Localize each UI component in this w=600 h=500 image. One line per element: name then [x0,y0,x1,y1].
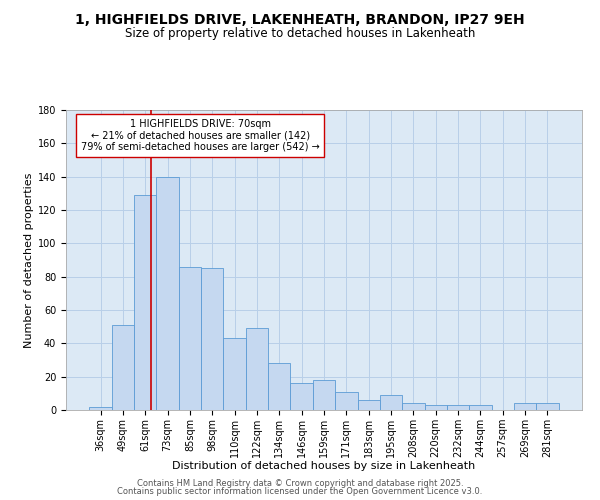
Bar [246,328,268,410]
Bar [425,405,447,410]
Bar [201,268,223,410]
Bar [223,338,246,410]
X-axis label: Distribution of detached houses by size in Lakenheath: Distribution of detached houses by size … [172,462,476,471]
Bar [469,405,491,410]
Y-axis label: Number of detached properties: Number of detached properties [23,172,34,348]
Bar [536,404,559,410]
Text: Contains public sector information licensed under the Open Government Licence v3: Contains public sector information licen… [118,487,482,496]
Bar [358,400,380,410]
Bar [89,406,112,410]
Bar [268,364,290,410]
Bar [179,266,201,410]
Bar [380,395,402,410]
Bar [290,384,313,410]
Bar [313,380,335,410]
Text: 1, HIGHFIELDS DRIVE, LAKENHEATH, BRANDON, IP27 9EH: 1, HIGHFIELDS DRIVE, LAKENHEATH, BRANDON… [75,12,525,26]
Bar [447,405,469,410]
Bar [112,325,134,410]
Bar [335,392,358,410]
Text: Contains HM Land Registry data © Crown copyright and database right 2025.: Contains HM Land Registry data © Crown c… [137,478,463,488]
Bar [134,195,157,410]
Bar [402,404,425,410]
Text: 1 HIGHFIELDS DRIVE: 70sqm
← 21% of detached houses are smaller (142)
79% of semi: 1 HIGHFIELDS DRIVE: 70sqm ← 21% of detac… [81,119,320,152]
Bar [514,404,536,410]
Text: Size of property relative to detached houses in Lakenheath: Size of property relative to detached ho… [125,28,475,40]
Bar [157,176,179,410]
